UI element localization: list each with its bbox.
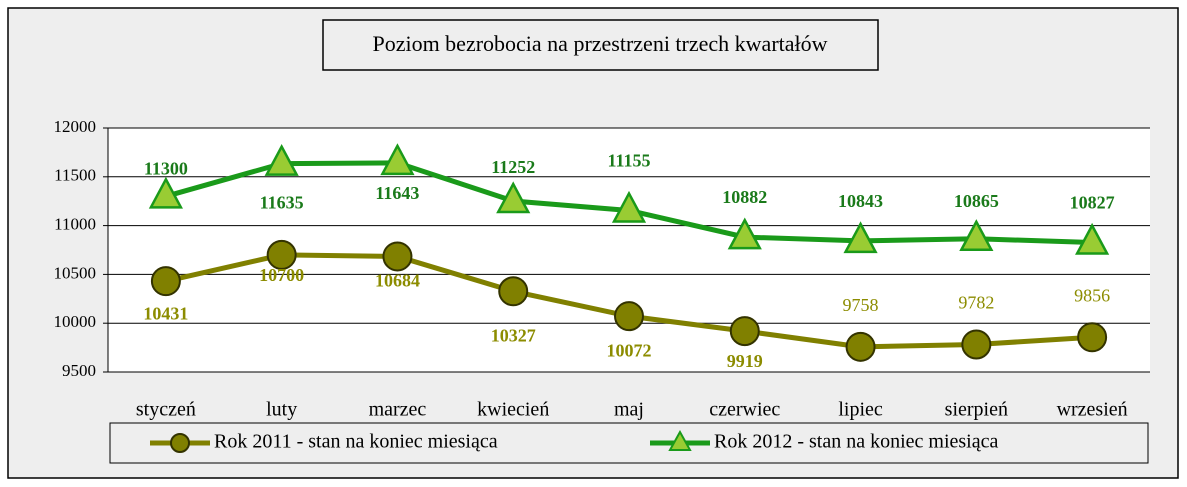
legend-label: Rok 2012 - stan na koniec miesiąca [714, 431, 998, 453]
data-label: 10684 [375, 271, 420, 291]
x-tick-label: kwiecień [477, 399, 549, 421]
marker [498, 276, 529, 307]
marker [1077, 322, 1108, 353]
y-tick-label: 12000 [54, 117, 97, 136]
marker [611, 190, 647, 223]
x-tick-label: czerwiec [709, 399, 780, 421]
marker [148, 176, 183, 209]
marker [959, 219, 994, 252]
legend-marker [170, 433, 190, 453]
x-tick-label: sierpień [945, 399, 1008, 421]
marker [496, 181, 531, 214]
data-label: 10700 [259, 265, 304, 285]
y-tick-label: 10500 [54, 263, 97, 282]
title-box [322, 19, 879, 71]
marker [845, 331, 876, 362]
y-tick-label: 11500 [54, 166, 96, 185]
marker [614, 301, 644, 332]
y-tick-label: 10000 [54, 312, 97, 331]
legend [109, 422, 1149, 464]
marker [727, 217, 762, 250]
legend-label: Rok 2011 - stan na koniec miesiąca [214, 431, 498, 453]
data-label: 9758 [843, 295, 879, 315]
data-label: 9782 [958, 293, 994, 313]
x-tick-label: luty [266, 399, 297, 421]
y-tick-label: 9500 [62, 361, 96, 380]
x-tick-label: styczeń [136, 399, 196, 421]
marker [1075, 222, 1110, 255]
data-label: 11643 [375, 183, 419, 203]
marker [380, 143, 415, 176]
marker [150, 266, 181, 297]
marker [266, 239, 297, 270]
marker [382, 241, 413, 272]
data-label: 11300 [144, 158, 188, 178]
x-tick-label: marzec [369, 399, 427, 421]
x-tick-label: maj [614, 399, 644, 421]
data-label: 10865 [954, 191, 999, 211]
data-label: 10431 [143, 303, 188, 323]
data-label: 10072 [607, 340, 652, 360]
data-label: 9856 [1074, 285, 1110, 305]
chart-title: Poziom bezrobocia na przestrzeni trzech … [372, 31, 827, 56]
y-tick-label: 11000 [54, 215, 96, 234]
data-label: 11635 [260, 193, 304, 213]
data-label: 11252 [491, 157, 535, 177]
data-label: 10827 [1070, 193, 1115, 213]
data-label: 10843 [838, 191, 883, 211]
marker [264, 143, 299, 176]
data-label: 10327 [491, 325, 536, 345]
data-label: 11155 [607, 151, 650, 171]
marker [729, 316, 760, 347]
x-tick-label: wrzesień [1057, 399, 1128, 421]
marker [843, 221, 878, 254]
data-label: 9919 [727, 351, 763, 371]
marker [961, 329, 992, 360]
legend-marker [668, 429, 692, 451]
x-tick-label: lipiec [838, 399, 883, 421]
data-label: 10882 [722, 187, 767, 207]
